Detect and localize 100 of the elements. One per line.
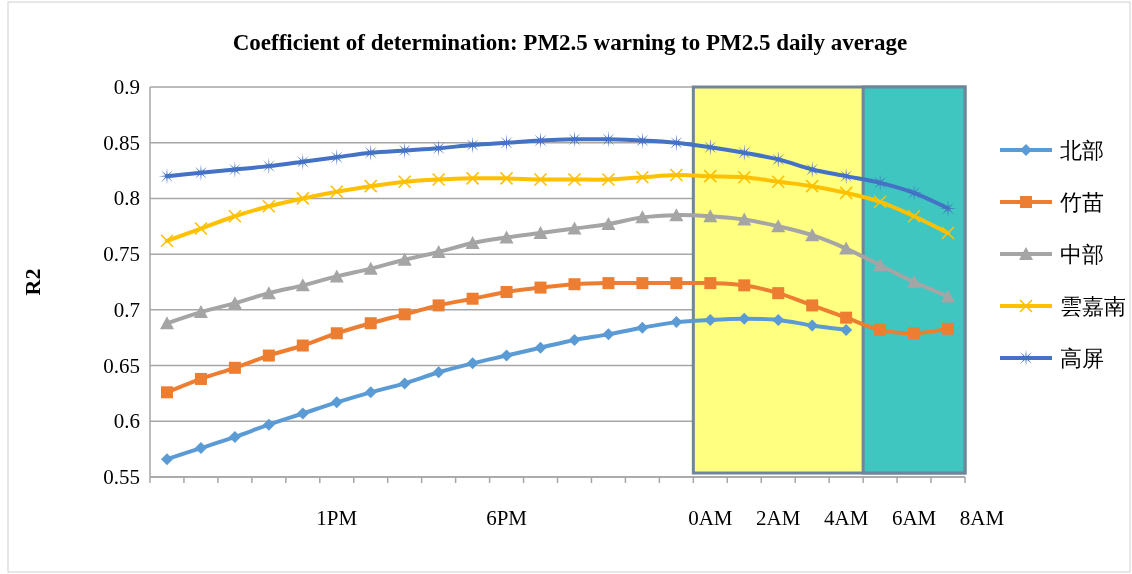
point [635,170,650,185]
point [227,296,242,310]
point [465,236,480,249]
point [228,361,241,374]
y-tick-label: 0.75 [103,242,140,267]
point [364,317,377,330]
y-tick-label: 0.6 [113,409,140,434]
point [567,172,582,187]
point [160,233,174,248]
point [602,328,615,341]
point [771,174,786,189]
point [704,277,717,290]
point [160,386,173,399]
point [839,241,854,255]
point [601,172,616,187]
point [942,322,955,335]
point [500,349,513,362]
point [840,311,853,324]
point [262,349,275,362]
y-axis-title: R2 [20,268,45,296]
point [907,275,922,288]
y-tick-label: 0.65 [103,353,140,378]
point [907,209,921,224]
point [941,289,956,303]
point [500,286,513,299]
legend-label: 北部 [1060,138,1104,163]
point [330,327,343,340]
point [397,252,412,266]
point [601,217,616,231]
point [160,453,173,466]
point [805,228,820,242]
y-tick-label: 0.9 [113,75,140,99]
point [839,186,853,200]
point [194,372,207,385]
point [567,221,582,235]
point [465,171,480,186]
point [738,279,751,292]
point [703,209,718,223]
x-tick-label: 2AM [756,506,801,530]
point [466,292,479,305]
point [364,386,377,399]
point [431,172,446,187]
y-tick-label: 0.85 [103,130,140,155]
x-tick-label: 6PM [486,506,528,530]
point [296,191,310,206]
point [194,221,208,236]
point [228,430,241,443]
point [295,278,310,292]
point [329,184,344,199]
legend-label: 竹苗 [1060,190,1104,215]
point [194,442,207,455]
point [262,418,275,431]
y-tick-label: 0.55 [103,465,140,489]
text: 8AM [959,506,1005,530]
point [534,341,547,354]
point [568,333,581,346]
point [398,308,411,321]
point [806,319,819,332]
point [432,366,445,379]
y-tick-label: 0.7 [113,297,140,322]
point [908,327,921,340]
point [805,179,819,193]
point [737,212,752,226]
point [771,219,786,233]
point [261,286,276,300]
point [670,277,683,290]
point [669,168,684,182]
point [466,357,479,370]
point [330,396,343,409]
point [363,261,378,275]
point [296,407,309,420]
point [534,281,547,294]
point [636,277,649,290]
point [499,230,514,244]
point [363,179,378,193]
point [262,199,276,214]
y-tick-label: 0.8 [113,186,140,211]
point [737,170,752,185]
point [636,321,649,334]
point [568,278,581,291]
point [228,209,242,224]
point [193,305,208,319]
point [941,226,955,240]
point [398,377,411,390]
point [772,287,785,300]
point [703,169,718,183]
point [840,323,853,336]
point [602,277,615,290]
x-tick-label: 0AM [688,506,733,530]
point [329,269,344,283]
x-tick-label: 6AM [891,506,937,530]
x-tick-label: 1PM [316,506,358,530]
legend-label: 雲嘉南 [1060,294,1126,319]
point [806,299,819,312]
point [635,210,650,224]
point [873,194,887,209]
point [432,299,445,312]
point [669,208,684,222]
point [431,244,446,258]
legend-label: 高屏 [1060,346,1104,371]
